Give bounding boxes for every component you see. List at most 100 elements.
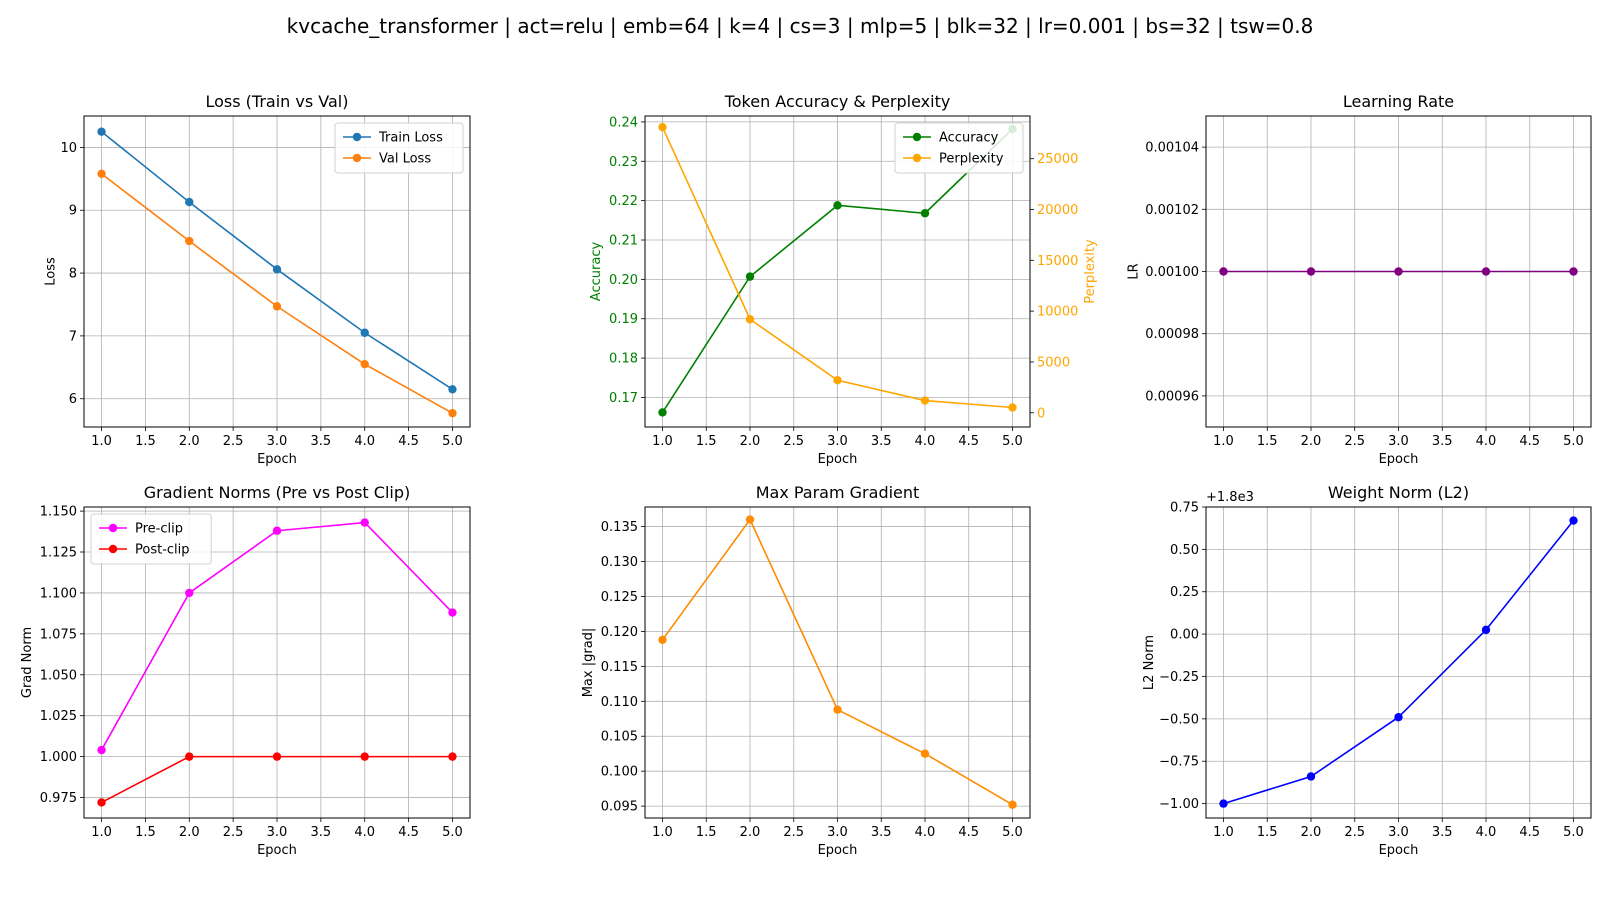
y-tick-label: 0.19 xyxy=(609,312,638,327)
data-point xyxy=(97,745,106,755)
x-tick-label: 1.5 xyxy=(135,825,156,840)
x-axis-label: Epoch xyxy=(818,452,858,467)
data-point xyxy=(1219,267,1228,276)
data-point xyxy=(360,328,369,337)
y-tick-label: 8 xyxy=(69,267,77,282)
x-axis-label: Epoch xyxy=(818,843,858,858)
y-axis-label: Grad Norm xyxy=(20,627,35,698)
legend-label: Post-clip xyxy=(135,543,190,558)
panel-acc: 1.0 1.5 2.0 2.5 3.0 3.5 4.0 4.5 5.0 0.17 0.18 0.19 0… xyxy=(589,92,1098,467)
data-point xyxy=(745,315,755,324)
x-tick-label: 3.0 xyxy=(267,434,288,449)
data-point xyxy=(360,518,369,527)
x-tick-label: 4.5 xyxy=(958,825,979,840)
data-point xyxy=(920,396,930,405)
x-axis-label: Epoch xyxy=(257,843,297,858)
y-axis-label: L2 Norm xyxy=(1142,635,1157,690)
data-point xyxy=(1306,267,1316,276)
axes-frame xyxy=(644,115,1031,428)
x-tick-label: 2.0 xyxy=(740,825,761,840)
y-tick-label: 1.050 xyxy=(40,668,77,683)
x-tick-label: 4.5 xyxy=(398,825,419,840)
data-point xyxy=(1569,516,1578,525)
y-axis-label: LR xyxy=(1126,263,1141,279)
chart-title: Weight Norm (L2) xyxy=(1328,483,1469,502)
x-tick-label: 3.5 xyxy=(1432,825,1453,840)
data-point xyxy=(185,236,194,246)
data-point xyxy=(658,635,667,644)
data-point xyxy=(658,408,667,417)
y-tick-label: 0.75 xyxy=(1170,501,1199,516)
chart-title: Token Accuracy & Perplexity xyxy=(724,92,951,111)
panel-grad: 1.0 1.5 2.0 2.5 3.0 3.5 4.0 4.5 5.0 0.975 1.000 1.0… xyxy=(20,483,471,858)
legend-marker xyxy=(912,153,922,163)
x-tick-label: 5.0 xyxy=(1002,825,1023,840)
y-tick-label: 0.00104 xyxy=(1145,141,1199,156)
data-point xyxy=(833,705,842,714)
y2-tick-label: 5000 xyxy=(1037,355,1070,370)
x-tick-label: 2.5 xyxy=(1344,825,1365,840)
data-point xyxy=(360,359,369,369)
y-tick-label: 10 xyxy=(60,141,77,156)
y-tick-label: 0.17 xyxy=(609,391,638,406)
x-tick-label: 4.5 xyxy=(398,434,419,449)
y-tick-label: 0.095 xyxy=(601,800,638,815)
data-point xyxy=(833,376,842,385)
panel-lr: 1.0 1.5 2.0 2.5 3.0 3.5 4.0 4.5 5.0 0.00096 0.0009… xyxy=(1126,92,1592,467)
legend: Pre-clip Post-clip xyxy=(90,513,212,565)
data-point xyxy=(97,169,106,179)
x-tick-label: 1.0 xyxy=(1213,825,1234,840)
data-point xyxy=(360,752,369,761)
data-point xyxy=(833,201,842,210)
data-point xyxy=(658,122,667,132)
y-tick-label: 0.20 xyxy=(609,273,638,288)
data-point xyxy=(272,265,282,274)
y-tick-label: 0.110 xyxy=(601,695,638,710)
axes-frame xyxy=(644,506,1031,819)
legend-box xyxy=(90,513,212,565)
x-tick-label: 1.0 xyxy=(91,825,112,840)
chart-title: Loss (Train vs Val) xyxy=(206,92,349,111)
y-tick-label: 0.00100 xyxy=(1145,265,1199,280)
y-tick-label: 0.25 xyxy=(1170,585,1199,600)
x-tick-label: 5.0 xyxy=(1563,434,1584,449)
y-tick-label: 0.00096 xyxy=(1145,389,1199,404)
y-tick-label: 0.24 xyxy=(609,115,638,130)
data-point xyxy=(745,272,755,281)
y2-axis-label: Perplexity xyxy=(1083,239,1098,304)
x-tick-label: 1.0 xyxy=(652,434,673,449)
y2-tick-label: 15000 xyxy=(1037,254,1078,269)
y2-tick-label: 25000 xyxy=(1037,152,1078,167)
y-tick-label: 0.00 xyxy=(1170,628,1199,643)
legend-marker xyxy=(352,153,362,163)
x-tick-label: 1.0 xyxy=(1213,434,1234,449)
data-point xyxy=(1481,625,1491,635)
x-tick-label: 3.5 xyxy=(1432,434,1453,449)
legend-marker xyxy=(352,132,362,142)
y-tick-label: 0.105 xyxy=(601,730,638,745)
x-tick-label: 2.5 xyxy=(223,434,244,449)
y-tick-label: −0.25 xyxy=(1159,670,1199,685)
x-tick-label: 4.0 xyxy=(915,825,936,840)
x-axis-label: Epoch xyxy=(1379,843,1419,858)
y-axis-label: Loss xyxy=(43,257,58,286)
y-tick-label: 0.975 xyxy=(40,791,77,806)
axes-frame xyxy=(83,506,471,819)
axis-offset-label: +1.8e3 xyxy=(1206,490,1254,505)
x-tick-label: 1.0 xyxy=(91,434,112,449)
x-tick-label: 2.0 xyxy=(1301,825,1322,840)
x-tick-label: 3.0 xyxy=(1388,825,1409,840)
x-tick-label: 5.0 xyxy=(442,434,463,449)
x-tick-label: 1.5 xyxy=(1257,434,1278,449)
x-tick-label: 4.5 xyxy=(1519,825,1540,840)
y-tick-label: 1.075 xyxy=(40,627,77,642)
chart-title: Learning Rate xyxy=(1343,92,1454,111)
x-tick-label: 1.5 xyxy=(135,434,156,449)
x-tick-label: 2.0 xyxy=(179,434,200,449)
data-point xyxy=(272,526,282,535)
x-tick-label: 3.5 xyxy=(871,434,892,449)
panel-maxgrad: 1.0 1.5 2.0 2.5 3.0 3.5 4.0 4.5 5.0 0.095 0.100 0.1… xyxy=(581,483,1031,858)
axes-frame xyxy=(1205,115,1592,428)
legend-marker xyxy=(108,544,118,554)
y-tick-label: −0.75 xyxy=(1159,755,1199,770)
